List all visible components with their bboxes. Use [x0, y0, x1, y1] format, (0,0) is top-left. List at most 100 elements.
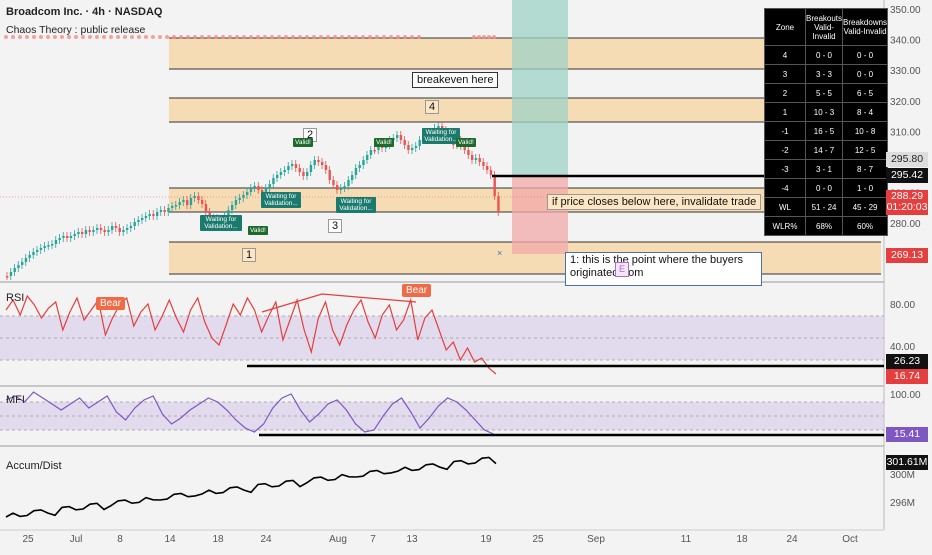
zone-table-cell: 8 - 4 [842, 102, 889, 122]
zone-table-cell: 51 - 24 [804, 197, 844, 217]
buyers-origin-note[interactable]: 1: this is the point where the buyers or… [565, 252, 762, 286]
breakeven-note[interactable]: breakeven here [412, 72, 499, 88]
price-tick: 280.00 [890, 219, 921, 230]
time-tick: 25 [22, 534, 34, 545]
loss-zone[interactable] [512, 176, 568, 254]
validation-tag: Waiting for Validation... [336, 197, 376, 213]
time-tick: 11 [681, 534, 692, 545]
zone-stats-table: Zone Breakouts Valid-Invalid Breakdowns Va… [764, 8, 889, 236]
rsi-divergence-line [261, 293, 417, 313]
mfi-line [5, 391, 494, 435]
valid-tag: Valid! [248, 226, 268, 235]
zone-table-cell: 3 - 1 [804, 159, 844, 179]
time-tick: 18 [212, 534, 224, 545]
rsi-line [5, 294, 497, 375]
zone-table-cell: 68% [804, 216, 844, 236]
price-tick: 350.00 [890, 5, 921, 16]
price-badge: 295.80 [886, 152, 928, 167]
zone-table-header: Breakouts Valid-Invalid [804, 8, 844, 46]
zone-table-cell: 5 - 5 [804, 83, 844, 103]
current-price: 288.29 [890, 190, 924, 202]
zone-table-cell: WL [764, 197, 806, 217]
time-axis[interactable]: 25 Jul 8 14 18 24 Aug 7 13 19 25 Sep 11 18 24 Oct [22, 534, 858, 545]
zone-table-cell: 12 - 5 [842, 140, 889, 160]
time-tick: 14 [164, 534, 176, 545]
zone-table-cell: 10 - 8 [842, 121, 889, 141]
rsi-label: RSI [6, 292, 25, 304]
time-tick: 25 [532, 534, 544, 545]
wave-label-3: 3 [328, 219, 343, 233]
mfi-label: MFI [6, 394, 25, 406]
current-price-badge: 288.29 01:20:03 [886, 190, 928, 215]
time-tick: 7 [370, 534, 376, 545]
price-badge: 295.42 [886, 168, 928, 183]
zone-table-cell: 14 - 7 [804, 140, 844, 160]
zone-table-cell: 0 - 0 [842, 45, 889, 65]
mfi-band [0, 402, 884, 430]
rsi-badge: 16.74 [886, 369, 928, 384]
time-tick: Oct [842, 534, 858, 545]
rsi-badge: 26.23 [886, 354, 928, 369]
x-marker: × [497, 248, 502, 258]
ad-badge: 301.61M [886, 455, 928, 470]
price-tick: 330.00 [890, 66, 921, 77]
zone-table-cell: 0 - 0 [804, 178, 844, 198]
bar-countdown: 01:20:03 [886, 201, 928, 213]
valid-tag: Valid! [456, 138, 476, 147]
chart-title: Broadcom Inc. · 4h · NASDAQ [6, 6, 163, 18]
time-tick: 24 [260, 534, 272, 545]
indicator-name: Chaos Theory : public release [6, 24, 146, 36]
zone-table-cell: 3 [764, 64, 806, 84]
rsi-tick: 80.00 [890, 300, 915, 311]
zone-table-cell: 1 [764, 102, 806, 122]
bear-divergence-label: Bear [402, 284, 432, 297]
price-badge: 269.13 [886, 248, 928, 263]
zone-table-cell: WLR% [764, 216, 806, 236]
zone-table-cell: 10 - 3 [804, 102, 844, 122]
wave-label-4: 4 [425, 100, 440, 114]
price-tick: 340.00 [890, 36, 921, 47]
time-tick: Jul [70, 534, 83, 545]
valid-tag: Valid! [293, 138, 313, 147]
rsi-tick: 40.00 [890, 342, 915, 353]
time-tick: Sep [587, 534, 605, 545]
time-tick: 19 [480, 534, 492, 545]
zone-table-cell: 2 [764, 83, 806, 103]
signal-dots [4, 35, 496, 39]
time-tick: 8 [117, 534, 123, 545]
zone-table-cell: 60% [842, 216, 889, 236]
zone-table-cell: -2 [764, 140, 806, 160]
price-tick: 320.00 [890, 97, 921, 108]
accum-dist-line [5, 456, 497, 518]
zone-table-header: Zone [764, 8, 806, 46]
validation-tag: Waiting for Validation... [200, 215, 242, 231]
ad-tick: 296M [890, 498, 915, 509]
zone-table-header: Breakdowns Valid-Invalid [842, 8, 889, 46]
zone-table-cell: 45 - 29 [842, 197, 889, 217]
zone-table-cell: 0 - 0 [842, 64, 889, 84]
wave-label-1: 1 [242, 248, 257, 262]
invalidate-note[interactable]: if price closes below here, invalidate t… [547, 194, 762, 210]
zone-table-cell: 4 [764, 45, 806, 65]
validation-tag: Waiting for Validation... [261, 192, 301, 208]
mfi-tick: 100.00 [890, 390, 921, 401]
validation-tag: Waiting for Validation... [422, 128, 460, 144]
bear-divergence-label: Bear [96, 297, 126, 310]
time-tick: 24 [786, 534, 798, 545]
zone-table-cell: -3 [764, 159, 806, 179]
time-tick: Aug [329, 534, 347, 545]
zone-table-cell: 1 - 0 [842, 178, 889, 198]
mfi-badge: 15.41 [886, 427, 928, 442]
ad-tick: 300M [890, 470, 915, 481]
earnings-marker[interactable]: E [615, 262, 629, 277]
valid-tag: Valid! [374, 138, 394, 147]
ad-label: Accum/Dist [6, 460, 62, 472]
zone-table-cell: 6 - 5 [842, 83, 889, 103]
profit-zone[interactable] [512, 0, 568, 176]
time-tick: 18 [736, 534, 748, 545]
zone-table-cell: 16 - 5 [804, 121, 844, 141]
zone-table-cell: -1 [764, 121, 806, 141]
zone-table-cell: 0 - 0 [804, 45, 844, 65]
zone-table-cell: 3 - 3 [804, 64, 844, 84]
